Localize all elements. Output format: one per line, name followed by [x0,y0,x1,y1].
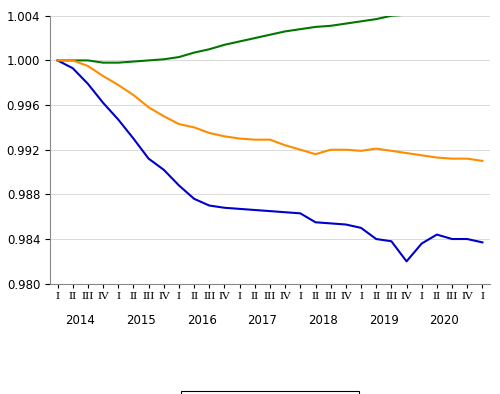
Capacity Utilization [176,55,182,59]
Rate of Accumulation [282,143,288,148]
Profit Share [298,211,304,216]
Capacity Utilization [100,60,106,65]
Capacity Utilization [161,57,167,62]
Text: 2019: 2019 [369,314,398,327]
Profit Share [116,117,121,122]
Rate of Accumulation [130,93,136,97]
Rate of Accumulation [404,151,409,155]
Rate of Accumulation [222,134,228,139]
Rate of Accumulation [191,125,197,130]
Text: 2020: 2020 [430,314,460,327]
Profit Share [191,197,197,201]
Capacity Utilization [54,58,60,63]
Rate of Accumulation [358,149,364,153]
Profit Share [100,100,106,105]
Rate of Accumulation [116,83,121,87]
Legend: Profit Share, Capacity Utilization, Rate of Accumulation: Profit Share, Capacity Utilization, Rate… [181,391,359,394]
Profit Share [434,232,440,237]
Rate of Accumulation [70,58,76,63]
Rate of Accumulation [54,58,60,63]
Capacity Utilization [191,50,197,55]
Profit Share [70,66,76,71]
Rate of Accumulation [176,122,182,126]
Capacity Utilization [343,21,349,26]
Profit Share [418,241,424,246]
Profit Share [449,237,455,242]
Profit Share [176,183,182,188]
Rate of Accumulation [267,138,273,142]
Profit Share [267,209,273,214]
Text: 2015: 2015 [126,314,156,327]
Capacity Utilization [206,47,212,52]
Capacity Utilization [267,32,273,37]
Rate of Accumulation [206,131,212,136]
Line: Profit Share: Profit Share [58,60,482,261]
Capacity Utilization [312,24,318,29]
Profit Share [404,259,409,264]
Line: Capacity Utilization: Capacity Utilization [58,8,482,63]
Rate of Accumulation [388,149,394,153]
Profit Share [222,205,228,210]
Capacity Utilization [388,13,394,18]
Rate of Accumulation [373,146,379,151]
Rate of Accumulation [100,74,106,78]
Capacity Utilization [146,58,152,63]
Capacity Utilization [85,58,91,63]
Capacity Utilization [236,39,242,44]
Capacity Utilization [282,29,288,34]
Rate of Accumulation [252,138,258,142]
Profit Share [388,239,394,243]
Profit Share [358,225,364,230]
Text: 2014: 2014 [66,314,96,327]
Rate of Accumulation [418,153,424,158]
Rate of Accumulation [236,136,242,141]
Capacity Utilization [328,23,334,28]
Profit Share [328,221,334,226]
Capacity Utilization [404,12,409,17]
Capacity Utilization [480,6,486,10]
Text: 2018: 2018 [308,314,338,327]
Profit Share [252,208,258,212]
Rate of Accumulation [449,156,455,161]
Text: 2016: 2016 [187,314,216,327]
Capacity Utilization [358,19,364,24]
Capacity Utilization [418,11,424,16]
Rate of Accumulation [464,156,470,161]
Rate of Accumulation [312,152,318,156]
Rate of Accumulation [85,64,91,69]
Profit Share [236,206,242,211]
Line: Rate of Accumulation: Rate of Accumulation [58,60,482,161]
Rate of Accumulation [298,147,304,152]
Rate of Accumulation [343,147,349,152]
Rate of Accumulation [434,155,440,160]
Rate of Accumulation [161,114,167,119]
Profit Share [130,136,136,141]
Profit Share [373,237,379,242]
Capacity Utilization [298,27,304,32]
Profit Share [146,156,152,161]
Text: 2017: 2017 [248,314,278,327]
Profit Share [480,240,486,245]
Capacity Utilization [70,58,76,63]
Profit Share [282,210,288,215]
Profit Share [206,203,212,208]
Capacity Utilization [464,8,470,13]
Rate of Accumulation [328,147,334,152]
Capacity Utilization [222,43,228,47]
Profit Share [54,58,60,63]
Capacity Utilization [130,59,136,64]
Profit Share [464,237,470,242]
Profit Share [343,222,349,227]
Capacity Utilization [434,10,440,15]
Profit Share [161,167,167,172]
Capacity Utilization [449,9,455,14]
Capacity Utilization [116,60,121,65]
Rate of Accumulation [146,105,152,110]
Capacity Utilization [252,36,258,41]
Rate of Accumulation [480,158,486,163]
Profit Share [312,220,318,225]
Profit Share [85,82,91,86]
Capacity Utilization [373,17,379,22]
